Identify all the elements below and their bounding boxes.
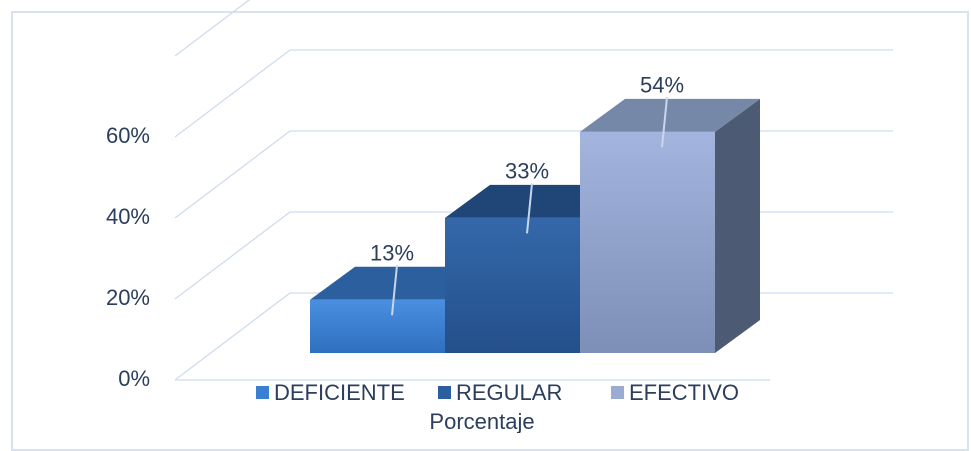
y-tick-label: 40% <box>106 204 150 229</box>
bar-chart: 0% 20% 40% 60% 13% 33% 54% DEFICIENTE REGULAR E… <box>106 0 893 433</box>
y-tick-label: 20% <box>106 285 150 310</box>
gridline-depth <box>174 211 291 300</box>
bar-deficiente <box>310 299 445 353</box>
data-label-regular: 33% <box>505 158 549 183</box>
bar-side-efectivo <box>715 98 760 353</box>
y-tick-label: 60% <box>106 123 150 148</box>
bar-efectivo <box>580 131 715 353</box>
data-label-deficiente: 13% <box>370 240 414 265</box>
x-axis-title: Porcentaje <box>429 409 534 433</box>
data-label-efectivo: 54% <box>640 72 684 97</box>
bar-top-efectivo <box>580 98 760 132</box>
legend-swatch-efectivo <box>611 386 624 399</box>
gridline-depth <box>174 292 291 381</box>
gridline-depth <box>174 130 291 219</box>
data-label-leader <box>391 265 398 316</box>
data-label-leader <box>526 183 533 234</box>
legend-label-efectivo: EFECTIVO <box>629 380 739 405</box>
legend-swatch-deficiente <box>256 386 269 399</box>
bar-regular <box>445 217 580 353</box>
data-label-leader <box>661 97 668 148</box>
gridline-depth <box>174 49 291 138</box>
legend-swatch-regular <box>438 386 451 399</box>
y-tick-label: 0% <box>118 366 150 391</box>
legend-label-deficiente: DEFICIENTE <box>274 380 405 405</box>
legend-label-regular: REGULAR <box>456 380 562 405</box>
gridline-depth <box>174 0 251 57</box>
